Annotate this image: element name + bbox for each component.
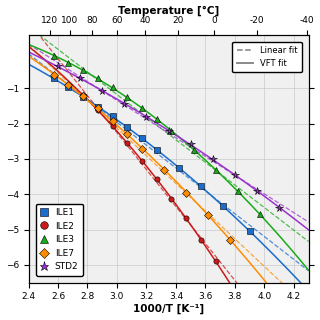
X-axis label: 1000/T [K⁻¹]: 1000/T [K⁻¹] <box>133 304 204 315</box>
X-axis label: Temperature [°C]: Temperature [°C] <box>118 5 219 16</box>
Legend: ILE1, ILE2, ILE3, ILE7, STD2: ILE1, ILE2, ILE3, ILE7, STD2 <box>36 204 83 276</box>
